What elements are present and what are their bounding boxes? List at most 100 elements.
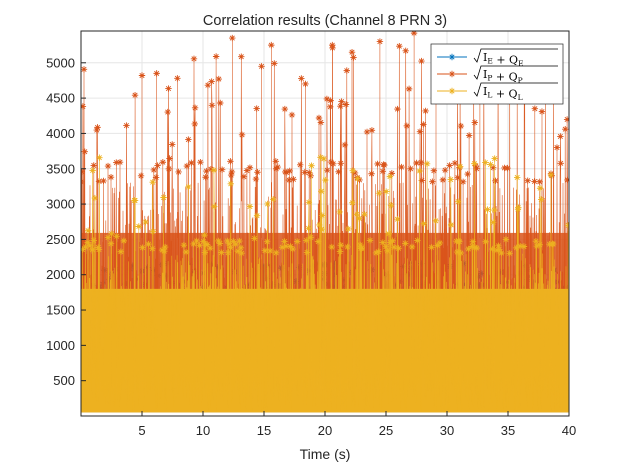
series-marker-1 — [492, 177, 499, 185]
series-marker-2 — [227, 244, 234, 251]
series-marker-1 — [413, 159, 420, 167]
series-marker-2 — [432, 217, 439, 225]
series-marker-2 — [86, 242, 94, 249]
series-marker-2 — [482, 238, 489, 245]
series-marker-2 — [206, 244, 214, 252]
series-marker-1 — [191, 120, 198, 128]
series-marker-2 — [423, 160, 431, 167]
series-marker-2 — [389, 237, 396, 244]
series-marker-2 — [495, 246, 503, 253]
series-marker-2 — [201, 231, 208, 239]
y-tick-label: 5000 — [46, 55, 75, 70]
series-marker-2 — [131, 197, 139, 204]
series-marker-1 — [302, 80, 309, 88]
series-marker-2 — [538, 196, 545, 203]
series-marker-1 — [417, 159, 425, 166]
series-marker-1 — [227, 158, 234, 165]
series-line-2 — [81, 157, 569, 413]
series-marker-2 — [465, 245, 472, 253]
series-marker-1 — [341, 141, 349, 149]
series-marker-1 — [218, 166, 226, 173]
legend-marker-0 — [448, 53, 456, 61]
series-marker-1 — [471, 119, 478, 126]
series-marker-2 — [457, 249, 465, 257]
series-marker-1 — [459, 178, 467, 186]
series-marker-1 — [283, 169, 290, 176]
series-marker-2 — [95, 246, 103, 253]
series-marker-2 — [104, 234, 112, 241]
series-marker-2 — [379, 239, 387, 246]
series-marker-1 — [258, 63, 265, 70]
series-marker-1 — [324, 167, 331, 174]
series-marker-1 — [405, 85, 413, 93]
series-marker-2 — [565, 222, 569, 229]
series-marker-2 — [196, 242, 203, 249]
series-marker-1 — [376, 38, 384, 45]
series-marker-2 — [489, 245, 496, 253]
series-marker-1 — [388, 170, 396, 177]
series-marker-1 — [368, 127, 376, 134]
x-tick-label: 10 — [196, 423, 210, 438]
series-marker-1 — [281, 105, 289, 113]
series-marker-1 — [368, 170, 375, 177]
series-marker-1 — [138, 72, 146, 79]
series-marker-2 — [287, 243, 294, 250]
series-marker-1 — [175, 168, 182, 176]
series-marker-2 — [236, 237, 243, 245]
series-marker-2 — [117, 248, 124, 255]
series-marker-1 — [254, 169, 261, 176]
series-marker-2 — [203, 241, 211, 248]
series-marker-2 — [349, 199, 356, 206]
y-tick-label: 2000 — [46, 267, 75, 282]
series-marker-2 — [471, 160, 478, 167]
series-marker-1 — [90, 162, 97, 169]
series-marker-2 — [273, 249, 280, 257]
series-marker-1 — [286, 167, 293, 175]
series-marker-1 — [243, 167, 251, 174]
series-marker-2 — [200, 238, 207, 245]
series-marker-2 — [384, 247, 391, 255]
series-marker-1 — [298, 75, 305, 82]
series-marker-1 — [227, 171, 235, 179]
series-marker-1 — [402, 47, 409, 55]
series-marker-1 — [441, 167, 449, 174]
series-marker-2 — [84, 239, 91, 246]
series-marker-2 — [317, 154, 324, 161]
series-marker-1 — [439, 176, 447, 184]
series-marker-1 — [473, 165, 480, 172]
series-marker-2 — [513, 174, 521, 181]
series-marker-1 — [268, 41, 275, 49]
series-marker-2 — [266, 247, 274, 255]
series-marker-2 — [305, 199, 313, 206]
series-marker-1 — [238, 53, 245, 60]
series-marker-2 — [320, 155, 328, 163]
series-marker-2 — [375, 248, 382, 255]
series-marker-2 — [453, 248, 461, 256]
series-marker-1 — [215, 75, 222, 83]
series-marker-2 — [387, 202, 395, 209]
series-marker-1 — [553, 144, 561, 151]
x-tick-label: 20 — [318, 423, 332, 438]
series-marker-1 — [351, 169, 359, 177]
series-marker-1 — [81, 66, 88, 73]
series-marker-1 — [153, 70, 160, 77]
series-marker-2 — [468, 243, 476, 250]
x-tick-label: 5 — [138, 423, 145, 438]
series-marker-2 — [315, 238, 322, 245]
series-marker-1 — [212, 53, 220, 60]
series-marker-1 — [451, 160, 459, 167]
series-marker-1 — [297, 161, 304, 169]
series-marker-1 — [457, 122, 465, 130]
series-marker-2 — [361, 211, 368, 218]
series-marker-1 — [272, 158, 280, 165]
series-marker-2 — [84, 227, 92, 234]
series-marker-1 — [271, 60, 278, 67]
series-marker-2 — [318, 225, 325, 233]
series-marker-2 — [484, 206, 491, 213]
series-marker-2 — [253, 212, 261, 219]
series-marker-2 — [386, 173, 394, 180]
y-tick-label: 3000 — [46, 197, 75, 212]
series-marker-2 — [202, 240, 209, 248]
series-marker-2 — [358, 244, 365, 252]
series-marker-2 — [193, 237, 200, 245]
